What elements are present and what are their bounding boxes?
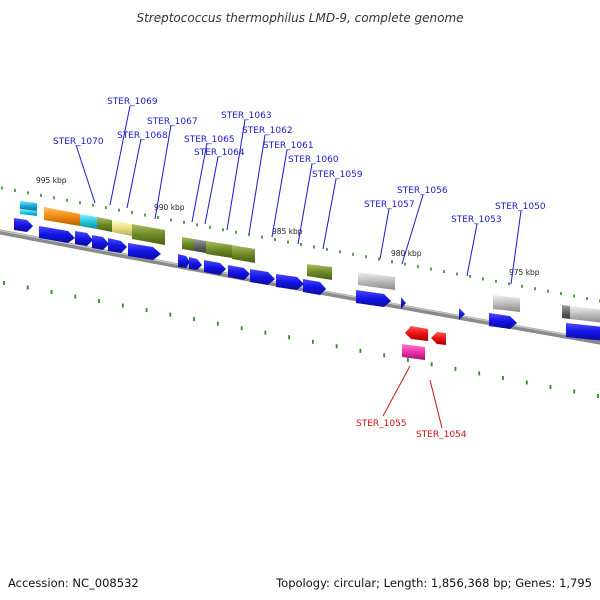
leader-line xyxy=(271,149,288,238)
gene-label-ster-1063[interactable]: STER_1063 xyxy=(221,111,272,121)
feature-bar xyxy=(232,245,255,263)
feature-bar xyxy=(112,220,132,236)
forward-gene-arrow[interactable] xyxy=(401,297,406,309)
label-leader-lines xyxy=(75,105,522,429)
gene-label-ster-1061[interactable]: STER_1061 xyxy=(263,141,314,151)
gene-label-ster-1053[interactable]: STER_1053 xyxy=(451,215,502,225)
map-title: Streptococcus thermophilus LMD-9, comple… xyxy=(136,11,463,25)
feature-bar xyxy=(132,224,165,245)
forward-gene-arrow[interactable] xyxy=(489,313,517,329)
feature-bar xyxy=(358,272,395,290)
forward-gene-arrow[interactable] xyxy=(75,231,93,246)
gene-label-ster-1069[interactable]: STER_1069 xyxy=(107,97,158,107)
leader-line xyxy=(429,379,443,429)
gene-label-ster-1056[interactable]: STER_1056 xyxy=(397,186,448,196)
gene-label-ster-1060[interactable]: STER_1060 xyxy=(288,155,339,165)
leader-line xyxy=(248,134,266,235)
scale-labels: 995 kbp 990 kbp 985 kbp 980 kbp 975 kbp xyxy=(36,176,540,277)
forward-gene-arrow[interactable] xyxy=(459,308,465,320)
forward-gene-arrow[interactable] xyxy=(566,323,600,341)
scale-label: 980 kbp xyxy=(391,249,422,258)
forward-genes xyxy=(14,218,600,341)
genome-backbone xyxy=(0,229,600,345)
gene-label-ster-1055[interactable]: STER_1055 xyxy=(356,419,407,429)
leader-line xyxy=(297,163,313,245)
feature-bar xyxy=(206,241,232,258)
feature-bar xyxy=(80,214,97,229)
gene-label-ster-1057[interactable]: STER_1057 xyxy=(364,200,415,210)
feature-bar xyxy=(20,209,37,216)
reverse-genes xyxy=(402,326,446,360)
gene-label-ster-1054[interactable]: STER_1054 xyxy=(416,430,467,440)
gene-label-ster-1065[interactable]: STER_1065 xyxy=(184,135,235,145)
feature-bar xyxy=(97,217,112,232)
leader-line xyxy=(401,194,424,265)
scale-label: 975 kbp xyxy=(509,268,540,277)
gene-label-ster-1068[interactable]: STER_1068 xyxy=(117,131,168,141)
feature-bar xyxy=(20,201,37,211)
forward-gene-arrow[interactable] xyxy=(303,279,326,295)
forward-gene-arrow[interactable] xyxy=(128,243,161,260)
leader-line xyxy=(226,119,246,231)
forward-gene-arrow[interactable] xyxy=(178,254,190,268)
gene-label-ster-1062[interactable]: STER_1062 xyxy=(242,126,293,136)
leader-line xyxy=(154,124,172,220)
forward-gene-arrow[interactable] xyxy=(228,265,250,280)
scale-label: 990 kbp xyxy=(154,203,185,212)
feature-bar xyxy=(562,305,570,319)
reverse-gene-bar[interactable] xyxy=(402,344,425,360)
forward-gene-arrow[interactable] xyxy=(356,290,391,307)
feature-bar xyxy=(493,295,520,312)
feature-bar xyxy=(44,207,80,226)
feature-bar xyxy=(182,237,194,251)
genome-stats-text: Topology: circular; Length: 1,856,368 bp… xyxy=(275,576,592,590)
gene-labels: STER_1070 STER_1069 STER_1068 STER_1067 … xyxy=(53,97,546,440)
leader-line xyxy=(379,208,390,260)
leader-line xyxy=(75,144,96,204)
forward-gene-arrow[interactable] xyxy=(39,226,75,243)
leader-line xyxy=(126,138,142,209)
tick-tracks xyxy=(1,186,600,398)
accession-text: Accession: NC_008532 xyxy=(8,576,139,590)
feature-bar xyxy=(570,306,600,323)
forward-gene-arrow[interactable] xyxy=(14,218,33,232)
gene-label-ster-1064[interactable]: STER_1064 xyxy=(194,148,245,158)
leader-line xyxy=(191,142,208,223)
gene-label-ster-1067[interactable]: STER_1067 xyxy=(147,117,198,127)
leader-line xyxy=(204,156,219,225)
forward-gene-arrow[interactable] xyxy=(204,260,226,275)
reverse-gene-arrow[interactable] xyxy=(431,332,446,345)
leader-line xyxy=(510,210,522,285)
gene-label-ster-1070[interactable]: STER_1070 xyxy=(53,137,104,147)
forward-gene-arrow[interactable] xyxy=(276,274,304,290)
gene-label-ster-1050[interactable]: STER_1050 xyxy=(495,202,546,212)
leader-line xyxy=(109,105,131,206)
scale-label: 995 kbp xyxy=(36,176,67,185)
feature-bar xyxy=(307,264,332,280)
leader-line xyxy=(466,223,478,277)
reverse-gene-arrow[interactable] xyxy=(405,326,428,341)
forward-gene-arrow[interactable] xyxy=(189,257,202,270)
forward-gene-arrow[interactable] xyxy=(92,235,109,250)
feature-bar xyxy=(194,239,206,253)
scale-label: 985 kbp xyxy=(272,227,303,236)
leader-line xyxy=(382,365,411,417)
forward-gene-arrow[interactable] xyxy=(250,269,275,285)
gene-label-ster-1059[interactable]: STER_1059 xyxy=(312,170,363,180)
feature-track xyxy=(20,201,600,323)
leader-line xyxy=(322,178,337,250)
forward-gene-arrow[interactable] xyxy=(108,238,127,253)
